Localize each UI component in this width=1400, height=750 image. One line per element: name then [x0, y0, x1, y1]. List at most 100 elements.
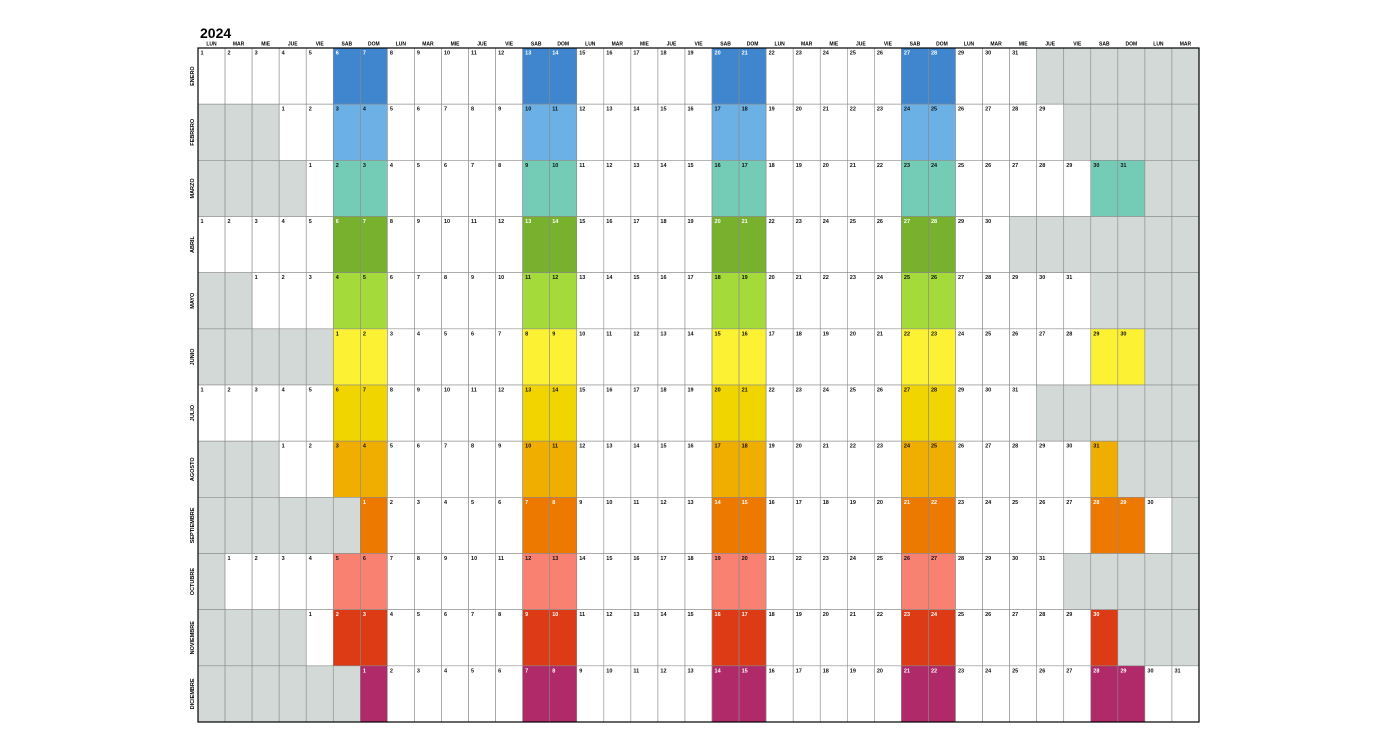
day-number: 16	[769, 668, 775, 674]
day-number: 26	[1039, 668, 1045, 674]
day-number: 4	[363, 444, 367, 450]
day-number: 18	[660, 388, 666, 394]
day-cell	[441, 384, 469, 442]
weekday-label: DOM	[1126, 42, 1138, 48]
day-cell	[982, 47, 1010, 105]
day-number: 23	[823, 556, 829, 562]
day-cell	[305, 328, 334, 386]
day-number: 7	[525, 500, 528, 506]
day-cell	[522, 160, 551, 217]
day-number: 6	[444, 163, 447, 169]
day-cell	[549, 328, 578, 386]
day-number: 14	[579, 556, 586, 562]
day-number: 16	[633, 556, 639, 562]
day-number: 12	[525, 556, 531, 562]
day-cell	[224, 665, 253, 723]
day-number: 3	[255, 219, 258, 225]
month-label: FEBRERO	[190, 118, 196, 146]
day-cell	[1036, 497, 1065, 554]
day-cell	[224, 384, 253, 442]
day-number: 30	[985, 51, 991, 57]
day-number: 31	[1174, 668, 1180, 674]
day-cell	[711, 160, 740, 217]
day-number: 24	[931, 163, 938, 169]
day-cell	[1090, 216, 1119, 273]
day-cell	[332, 440, 361, 498]
day-cell	[792, 103, 821, 161]
day-cell	[1117, 609, 1146, 667]
day-cell	[1090, 440, 1119, 498]
day-number: 4	[390, 163, 394, 169]
day-number: 13	[552, 556, 558, 562]
day-cell	[846, 665, 875, 723]
day-number: 13	[606, 444, 612, 450]
day-number: 8	[552, 668, 555, 674]
day-cell	[1090, 384, 1119, 442]
day-number: 11	[471, 219, 477, 225]
day-number: 9	[498, 107, 501, 113]
day-number: 23	[877, 444, 883, 450]
day-number: 21	[742, 51, 748, 57]
day-cell	[1036, 328, 1065, 386]
day-number: 25	[958, 163, 964, 169]
day-cell	[901, 160, 929, 217]
day-cell	[630, 384, 659, 442]
day-number: 9	[417, 219, 420, 225]
day-number: 3	[255, 388, 258, 394]
day-number: 19	[850, 500, 856, 506]
day-number: 8	[525, 331, 528, 337]
day-cell	[1009, 328, 1037, 386]
weekday-label: MAR	[1180, 42, 1192, 48]
day-number: 9	[579, 500, 582, 506]
day-number: 13	[687, 668, 693, 674]
day-cell	[278, 553, 307, 610]
day-cell	[224, 47, 253, 105]
day-cell	[576, 272, 605, 330]
day-cell	[414, 216, 442, 273]
day-cell	[1090, 103, 1119, 161]
day-number: 5	[390, 107, 393, 113]
day-number: 9	[579, 668, 582, 674]
day-number: 27	[904, 388, 910, 394]
day-number: 17	[742, 612, 748, 618]
day-number: 1	[282, 444, 285, 450]
day-cell	[657, 609, 686, 667]
day-cell	[332, 553, 361, 610]
day-number: 22	[823, 275, 829, 281]
day-cell	[684, 160, 713, 217]
day-cell	[874, 553, 902, 610]
day-number: 6	[336, 51, 339, 57]
day-number: 15	[742, 668, 748, 674]
day-number: 6	[336, 219, 339, 225]
day-number: 1	[201, 51, 204, 57]
day-cell	[1090, 47, 1119, 105]
day-number: 18	[823, 668, 829, 674]
day-number: 26	[931, 275, 937, 281]
day-number: 4	[444, 500, 448, 506]
day-number: 9	[444, 556, 447, 562]
day-cell	[603, 609, 632, 667]
day-number: 4	[282, 51, 286, 57]
day-number: 11	[525, 275, 531, 281]
day-number: 14	[715, 668, 722, 674]
day-number: 9	[525, 163, 528, 169]
day-cell	[1144, 440, 1173, 498]
day-number: 11	[471, 51, 477, 57]
day-number: 22	[877, 612, 883, 618]
day-cell	[630, 47, 659, 105]
day-number: 12	[579, 444, 585, 450]
day-cell	[522, 665, 551, 723]
day-number: 6	[417, 107, 420, 113]
day-number: 27	[958, 275, 964, 281]
day-cell	[1117, 216, 1146, 273]
day-number: 5	[336, 556, 339, 562]
day-number: 1	[309, 612, 312, 618]
weekday-label: LUN	[964, 42, 975, 48]
day-number: 26	[1012, 331, 1018, 337]
